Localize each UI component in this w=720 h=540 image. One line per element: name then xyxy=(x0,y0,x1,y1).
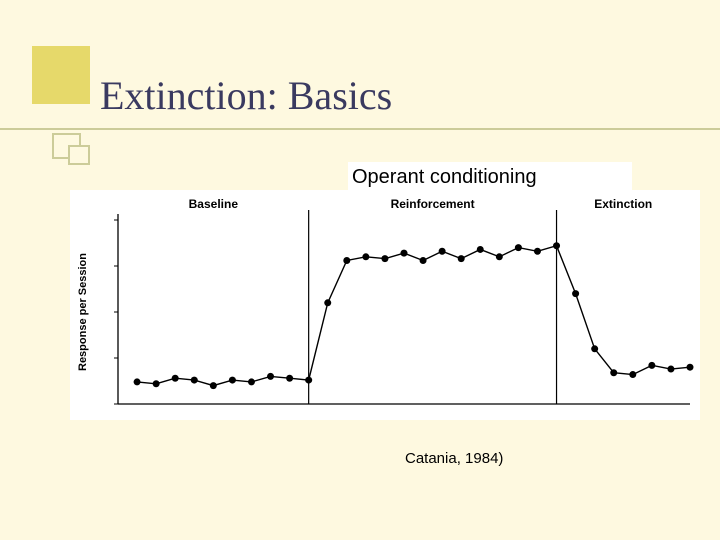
data-marker xyxy=(477,246,484,253)
data-marker xyxy=(667,366,674,373)
phase-label-reinforcement: Reinforcement xyxy=(391,197,475,211)
phase-label-baseline: Baseline xyxy=(189,197,239,211)
title-accent-square xyxy=(32,46,90,104)
data-marker xyxy=(629,371,636,378)
data-marker xyxy=(362,253,369,260)
title-bullet-box-inner xyxy=(68,145,90,165)
data-marker xyxy=(401,250,408,257)
data-marker xyxy=(610,369,617,376)
citation-text: Catania, 1984) xyxy=(405,450,503,467)
data-marker xyxy=(534,248,541,255)
citation-block: Catania, 1984) xyxy=(405,450,503,468)
data-marker xyxy=(381,255,388,262)
data-line xyxy=(137,246,690,386)
data-marker xyxy=(172,375,179,382)
data-marker xyxy=(343,257,350,264)
data-marker xyxy=(267,373,274,380)
data-marker xyxy=(248,378,255,385)
chart-panel: Response per Session Baseline Reinforcemen… xyxy=(70,190,700,420)
data-marker xyxy=(591,345,598,352)
data-marker xyxy=(496,253,503,260)
data-marker xyxy=(324,299,331,306)
data-marker xyxy=(286,375,293,382)
data-marker xyxy=(153,380,160,387)
data-marker xyxy=(648,362,655,369)
data-marker xyxy=(687,364,694,371)
phase-label-extinction: Extinction xyxy=(594,197,652,211)
data-marker xyxy=(458,255,465,262)
data-marker xyxy=(572,290,579,297)
subtitle-box: Operant conditioning xyxy=(348,162,632,192)
subtitle-text: Operant conditioning xyxy=(352,166,537,189)
title-underline xyxy=(0,128,720,130)
data-marker xyxy=(420,257,427,264)
data-marker xyxy=(229,377,236,384)
data-marker xyxy=(515,244,522,251)
slide-title: Extinction: Basics xyxy=(100,73,392,118)
chart-ylabel: Response per Session xyxy=(77,253,89,371)
extinction-chart: Response per Session Baseline Reinforcemen… xyxy=(70,190,700,420)
slide-title-block: Extinction: Basics xyxy=(100,72,392,119)
data-marker xyxy=(191,377,198,384)
data-marker xyxy=(553,242,560,249)
data-marker xyxy=(210,382,217,389)
data-marker xyxy=(305,377,312,384)
data-marker xyxy=(439,248,446,255)
data-marker xyxy=(134,378,141,385)
